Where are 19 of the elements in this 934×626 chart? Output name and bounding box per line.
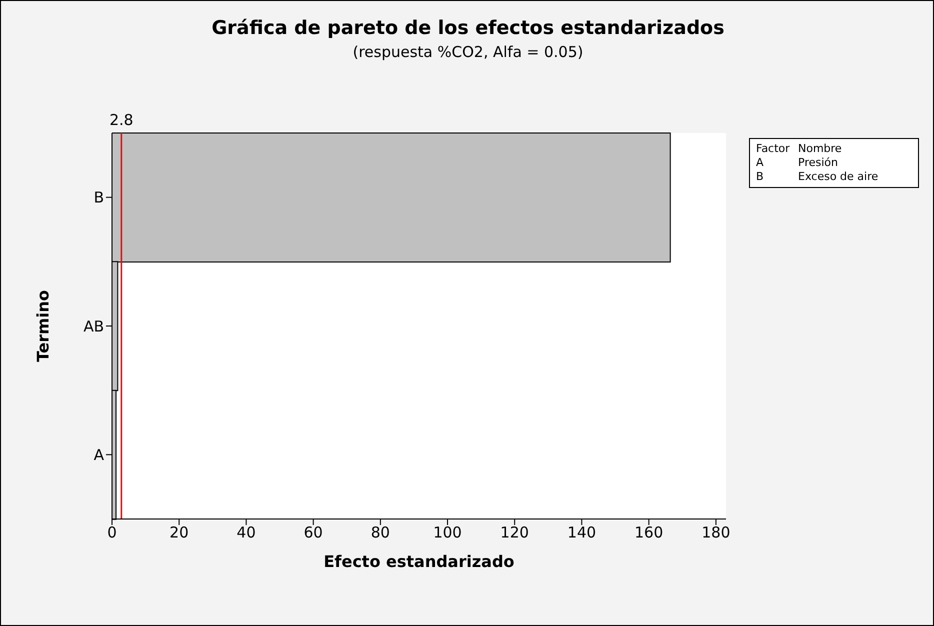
x-tick-label: 180 xyxy=(702,524,730,542)
factor-key-table: Factor Nombre A Presión B Exceso de aire xyxy=(749,138,919,188)
x-tick-label: 160 xyxy=(634,524,664,542)
ref-line-label: 2.8 xyxy=(109,111,134,129)
chart-subtitle: (respuesta %CO2, Alfa = 0.05) xyxy=(352,43,584,61)
chart-title: Gráfica de pareto de los efectos estandarizados xyxy=(210,17,726,39)
x-tick-label: 80 xyxy=(370,524,390,542)
y-tick-label: A xyxy=(94,446,105,464)
y-tick-label: B xyxy=(94,188,104,207)
x-tick-label: 100 xyxy=(433,524,462,542)
y-tick-label: AB xyxy=(83,317,104,336)
x-tick-label: 20 xyxy=(170,524,189,542)
y-axis-title: Termino xyxy=(34,290,53,362)
x-axis-title: Efecto estandarizado xyxy=(324,552,514,571)
x-tick-label: 40 xyxy=(236,524,256,542)
x-tick-label: 60 xyxy=(304,524,323,542)
x-tick-label: 120 xyxy=(500,524,529,542)
x-tick-label: 0 xyxy=(107,524,117,542)
x-tick-label: 140 xyxy=(567,524,596,542)
